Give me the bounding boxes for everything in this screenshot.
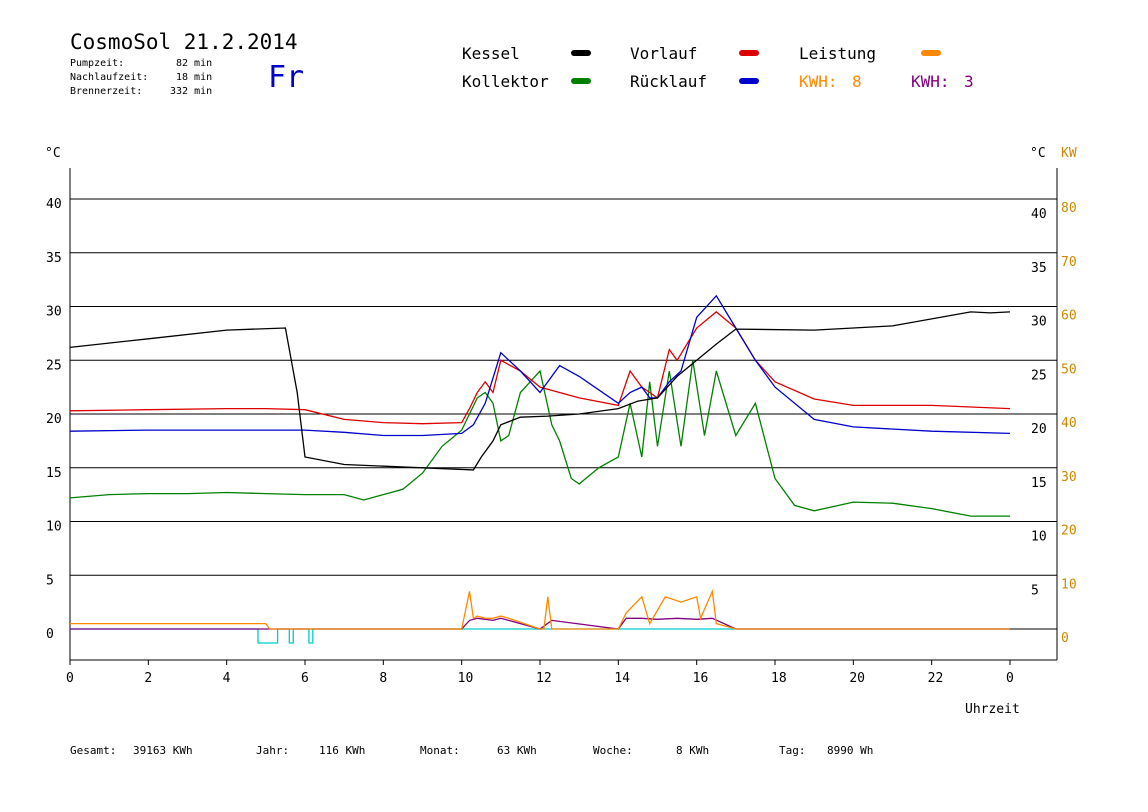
y-left-tick-label: 35 [46,251,62,266]
y-left-unit: °C [45,146,61,161]
nachlauf-label: Nachlaufzeit: [70,72,149,83]
footer-gesamt-label: Gesamt: [70,744,117,757]
y-left-tick-label: 20 [46,412,62,427]
footer-tag-label: Tag: [779,744,806,757]
series-line-kwh [70,617,1010,630]
x-tick-label: 6 [301,671,309,686]
y-right-temp-tick-label: 35 [1031,261,1047,276]
y-right-temp-unit: °C [1030,146,1046,161]
pump-label: Pumpzeit: [70,58,125,69]
y-right-kw-tick-label: 10 [1061,577,1077,592]
y-left-tick-label: 30 [46,305,62,320]
legend-leistung-swatch [921,50,941,56]
series-line-kollektor [69,360,1010,517]
legend-vorlauf-swatch [739,50,759,56]
y-right-kw-tick-label: 20 [1061,524,1077,539]
y-left-tick-label: 5 [46,573,54,588]
x-tick-label: 14 [614,671,630,686]
x-tick-label: 20 [849,671,865,686]
footer-tag-value: 8990 Wh [827,744,874,757]
y-right-temp-tick-label: 20 [1031,422,1047,437]
pump-value: 82 min [176,58,213,69]
footer-jahr-label: Jahr: [256,744,290,757]
y-left-tick-label: 0 [46,627,54,642]
x-tick-label: 10 [458,671,474,686]
legend-kessel: Kessel [462,44,520,63]
x-tick-label: 8 [379,671,387,686]
y-right-temp-tick-label: 5 [1031,583,1039,598]
footer-jahr-value: 116 KWh [319,744,366,757]
footer-woche-label: Woche: [593,744,633,757]
x-tick-label: 22 [928,671,944,686]
y-right-kw-tick-label: 80 [1061,201,1077,216]
footer-monat-label: Monat: [420,744,460,757]
legend-ruecklauf: Rücklauf [630,72,708,91]
y-right-kw-tick-label: 40 [1061,416,1077,431]
legend-leistung: Leistung [799,44,877,63]
legend-ruecklauf-swatch [739,78,759,84]
series-line-leistung [70,588,1010,630]
footer-monat-value: 63 KWh [497,744,537,757]
series-line-kessel [69,311,1011,471]
legend-kollektor: Kollektor [462,72,549,91]
x-tick-label: 0 [66,671,74,686]
legend-kwh-purple-label: KWH: [911,72,950,91]
y-left-tick-label: 25 [46,358,62,373]
y-right-kw-tick-label: 70 [1061,255,1077,270]
brenner-value: 332 min [170,86,213,97]
y-left-tick-label: 40 [46,197,62,212]
legend-kessel-swatch [571,50,591,56]
x-tick-label: 0 [1006,671,1014,686]
y-right-temp-tick-label: 40 [1031,207,1047,222]
series-line-ruecklauf [69,294,1011,437]
y-left-tick-label: 15 [46,466,62,481]
y-right-power-unit: KW [1061,146,1077,161]
series-line-pumpe [70,628,1010,644]
x-tick-label: 4 [223,671,231,686]
legend-kwh-orange-label: KWH: [799,72,838,91]
x-tick-label: 18 [771,671,787,686]
weekday: Fr [268,60,305,95]
chart-title: CosmoSol 21.2.2014 [70,30,298,54]
x-axis-label: Uhrzeit [965,702,1020,717]
legend-kollektor-swatch [571,78,591,84]
y-right-temp-tick-label: 30 [1031,315,1047,330]
x-tick-label: 16 [693,671,709,686]
y-right-temp-tick-label: 10 [1031,530,1047,545]
x-tick-label: 12 [536,671,552,686]
footer-gesamt-value: 39163 KWh [133,744,193,757]
legend-kwh-orange-value: 8 [852,72,862,91]
y-right-temp-tick-label: 25 [1031,368,1047,383]
y-left-tick-label: 10 [46,520,62,535]
brenner-label: Brennerzeit: [70,86,143,97]
y-right-kw-tick-label: 30 [1061,470,1077,485]
y-right-kw-tick-label: 50 [1061,362,1077,377]
legend-kwh-purple-value: 3 [964,72,974,91]
y-right-kw-tick-label: 60 [1061,309,1077,324]
series-line-vorlauf [69,311,1011,425]
y-right-temp-tick-label: 15 [1031,476,1047,491]
y-right-kw-tick-label: 0 [1061,631,1069,646]
footer-woche-value: 8 KWh [676,744,710,757]
x-tick-label: 2 [144,671,152,686]
nachlauf-value: 18 min [176,72,213,83]
legend-vorlauf: Vorlauf [630,44,698,63]
